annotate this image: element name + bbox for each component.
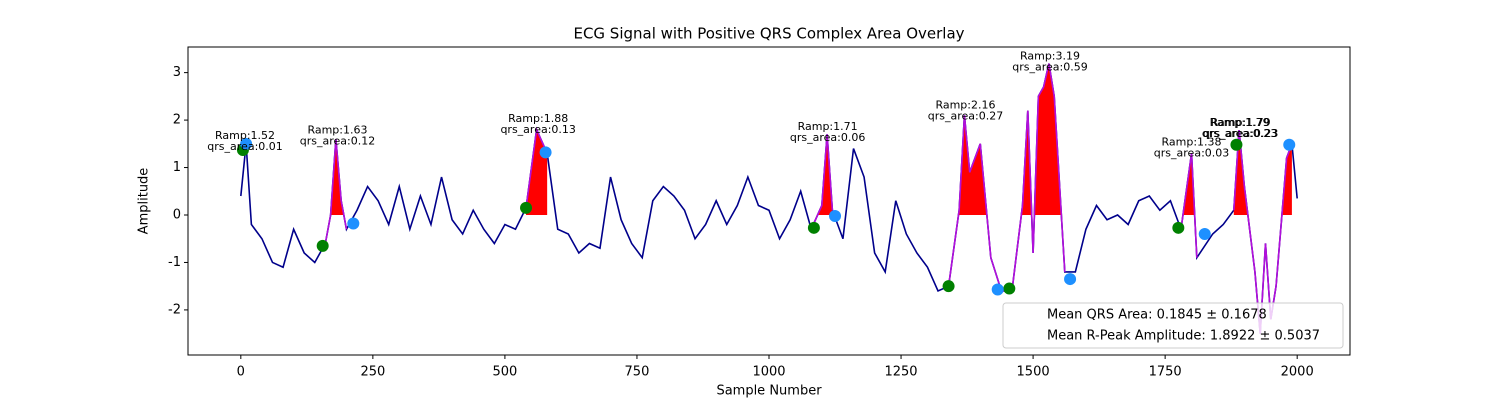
plot-frame — [187, 46, 1351, 356]
ecg-line — [240, 63, 1298, 334]
annotation-text: Ramp:1.71 — [798, 120, 858, 133]
x-tick-label: 1250 — [884, 365, 917, 380]
y-tick-label: -1 — [168, 255, 181, 270]
annotation-text: qrs_area:0.13 — [500, 123, 575, 136]
point-marker — [1230, 138, 1243, 151]
annotation-text: Ramp:2.16 — [935, 98, 995, 111]
y-tick-label: 2 — [173, 113, 181, 128]
qrs-area — [1180, 153, 1197, 215]
point-marker — [347, 217, 360, 230]
point-marker — [829, 209, 842, 222]
point-marker — [1172, 221, 1185, 234]
annotation-text: Ramp:1.38 — [1162, 136, 1222, 149]
x-tick-label: 1000 — [752, 365, 785, 380]
x-tick-label: 250 — [360, 365, 385, 380]
point-marker — [942, 280, 955, 293]
point-marker — [991, 283, 1004, 296]
annotation-text: qrs_area:0.06 — [790, 131, 865, 144]
qrs-area-group — [325, 63, 1292, 215]
annotation-text: Ramp:1.79 — [1210, 116, 1270, 129]
annotation-text: Ramp:1.52 — [215, 129, 275, 142]
annotation-text: qrs_area:0.27 — [928, 109, 1003, 122]
legend-box — [1002, 302, 1344, 349]
point-marker — [240, 137, 253, 150]
annotation-text: qrs_area:0.01 — [207, 140, 282, 153]
qrs-area — [325, 139, 347, 215]
annotation-text: Ramp:3.19 — [1020, 50, 1080, 63]
point-marker — [1064, 273, 1077, 286]
annotation-text: qrs_area:0.03 — [1154, 147, 1229, 160]
legend-entry: Mean QRS Area: 0.1845 ± 0.1678 — [1047, 308, 1267, 323]
qrs-area — [811, 134, 833, 215]
annotation-text: qrs_area:0.23 — [1203, 127, 1278, 140]
y-tick-label: 1 — [173, 160, 181, 175]
point-marker — [807, 221, 820, 234]
point-marker — [1003, 282, 1016, 295]
x-tick-label: 1500 — [1017, 365, 1050, 380]
legend-entry: Mean R-Peak Amplitude: 1.8922 ± 0.5037 — [1047, 329, 1320, 344]
point-marker — [1198, 227, 1211, 240]
x-tick-label: 1750 — [1149, 365, 1182, 380]
annotation-text: Ramp:1.88 — [508, 112, 568, 125]
point-marker — [539, 146, 552, 159]
x-tick-label: 500 — [492, 365, 517, 380]
annotation-text: qrs_area:0.59 — [1012, 61, 1087, 74]
chart-title: ECG Signal with Positive QRS Complex Are… — [573, 25, 964, 43]
y-tick-label: 3 — [173, 65, 181, 80]
qrs-line — [324, 63, 1293, 334]
point-marker — [520, 201, 533, 214]
y-tick-label: -2 — [168, 302, 181, 317]
y-tick-label: 0 — [173, 208, 181, 223]
x-tick-label: 2000 — [1281, 365, 1314, 380]
point-marker — [316, 239, 329, 252]
plot-area — [236, 63, 1298, 334]
qrs-area — [526, 129, 548, 215]
x-tick-label: 0 — [237, 365, 245, 380]
x-axis-label: Sample Number — [716, 384, 822, 399]
annotation-text: Ramp:1.63 — [307, 124, 367, 137]
point-marker — [1283, 138, 1296, 151]
annotation-text: Ramp:1.79 — [1211, 116, 1271, 129]
x-tick-label: 750 — [625, 365, 650, 380]
annotation-text: qrs_area:0.23 — [1202, 127, 1277, 140]
annotation-text: qrs_area:0.12 — [300, 135, 375, 148]
y-axis-label: Amplitude — [137, 168, 152, 235]
